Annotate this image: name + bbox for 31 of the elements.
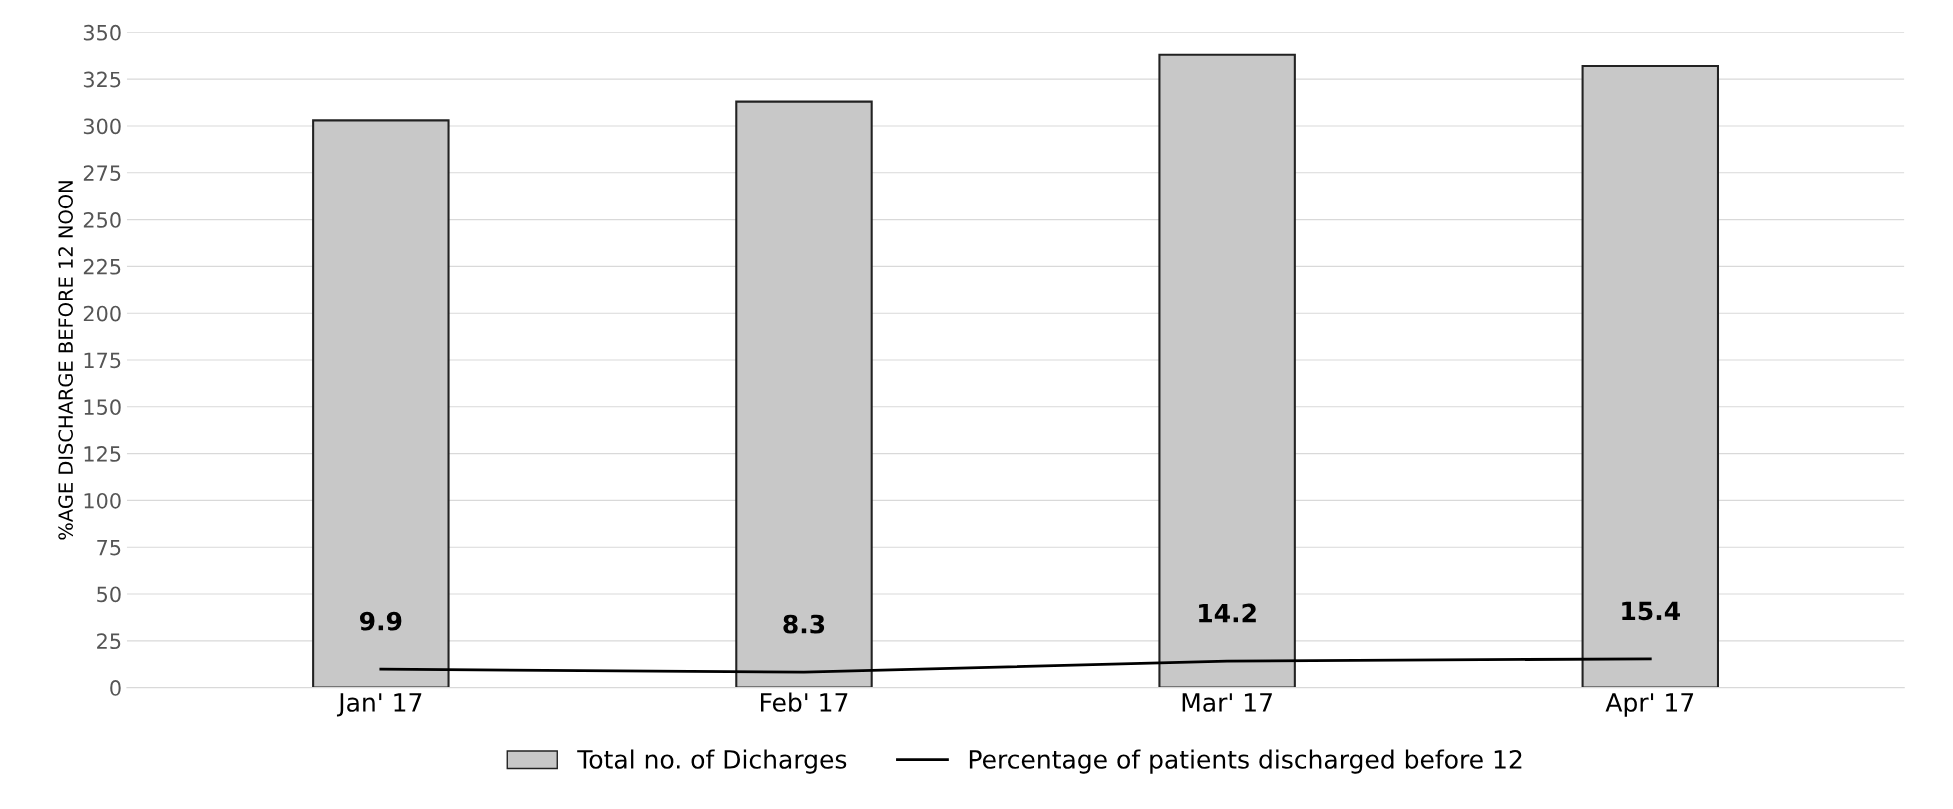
legend-label: Total no. of Dicharges: [577, 749, 847, 774]
y-tick-label: 275: [83, 165, 121, 181]
x-tick-label: Apr' 17: [1605, 693, 1694, 717]
y-tick-label: 250: [83, 212, 121, 228]
x-tick-label: Mar' 17: [1182, 693, 1272, 712]
data-label: 15.4: [1622, 601, 1680, 621]
x-tick-label: Jan' 17: [336, 693, 422, 717]
y-tick-label: 25: [97, 633, 121, 650]
y-tick-label: 100: [84, 492, 121, 509]
y-tick-label: 350: [83, 24, 121, 41]
y-tick-label: 325: [83, 71, 121, 88]
y-tick-label: 300: [83, 118, 121, 135]
bar: [735, 100, 873, 688]
y-tick-label: 150: [84, 399, 121, 416]
data-label: 8.3: [783, 614, 825, 634]
y-tick-label: 225: [83, 258, 121, 275]
data-label: 14.2: [1199, 603, 1256, 623]
x-tick-label: Feb' 17: [760, 692, 848, 712]
line-series: [379, 657, 1652, 674]
legend-label: Percentage of patients discharged before 12: [969, 749, 1522, 774]
y-tick-label: 50: [97, 586, 121, 603]
bar: [1158, 53, 1296, 688]
bar: [1581, 65, 1720, 688]
y-tick-label: 175: [84, 352, 121, 369]
y-tick-label: 75: [97, 539, 121, 556]
y-tick-label: 200: [83, 305, 121, 322]
data-label: 9.9: [359, 611, 402, 631]
y-tick-label: 125: [84, 446, 121, 462]
y-tick-label: 0: [110, 680, 121, 696]
bar: [312, 119, 450, 688]
y-axis-title: %AGE DISCHARGE BEFORE 12 NOON: [58, 181, 73, 540]
